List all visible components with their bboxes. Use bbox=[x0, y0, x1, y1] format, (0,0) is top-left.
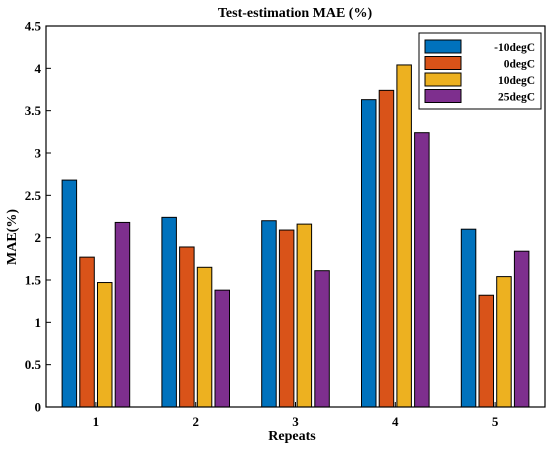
y-axis-label: MAE(%) bbox=[5, 209, 20, 265]
y-tick-label: 2.5 bbox=[25, 188, 42, 203]
bar--10degC-4 bbox=[361, 99, 377, 408]
bar-10degC-1 bbox=[97, 282, 113, 408]
legend: -10degC 0degC 10degC 25degC bbox=[418, 32, 542, 110]
legend-label-25degC: 25degC bbox=[498, 92, 535, 104]
bar-0degC-3 bbox=[278, 229, 295, 408]
bar-0degC-4 bbox=[378, 89, 395, 408]
bar-10degC-4 bbox=[396, 64, 412, 408]
bar-0degC-2 bbox=[179, 246, 195, 408]
legend-label-0degC: 0degC bbox=[504, 59, 535, 71]
bar-25degC-5 bbox=[513, 250, 530, 408]
bar-10degC-2 bbox=[196, 266, 213, 408]
legend-label-10degC: 10degC bbox=[498, 75, 535, 87]
y-tick-label: 0 bbox=[35, 400, 42, 415]
legend-swatch-0degC bbox=[424, 56, 462, 70]
y-tick-label: 4.5 bbox=[25, 19, 42, 34]
x-tick-label: 3 bbox=[292, 414, 299, 429]
ticks-layer: 1 2 3 4 5 0 0.5 1 1.5 2 2.5 3 3.5 4 4.5 bbox=[25, 19, 499, 430]
bar--10degC-1 bbox=[61, 179, 78, 408]
legend-swatch-10degC bbox=[424, 72, 462, 87]
legend-swatch--10degC bbox=[424, 39, 462, 54]
bar-0degC-5 bbox=[478, 294, 494, 408]
x-tick-label: 1 bbox=[93, 414, 100, 429]
bar-10degC-3 bbox=[296, 223, 313, 408]
bar-25degC-2 bbox=[214, 289, 230, 408]
chart-title: Test-estimation MAE (%) bbox=[218, 6, 373, 21]
y-tick-label: 1 bbox=[35, 315, 42, 330]
bar-25degC-3 bbox=[314, 270, 330, 408]
x-tick-label: 5 bbox=[492, 414, 499, 429]
bar-25degC-4 bbox=[414, 132, 430, 408]
y-tick-label: 3.5 bbox=[25, 103, 42, 118]
bar--10degC-2 bbox=[161, 216, 177, 408]
bars-layer bbox=[61, 64, 530, 408]
plot-frame bbox=[45, 25, 546, 408]
bar--10degC-5 bbox=[460, 228, 477, 408]
bar-10degC-5 bbox=[496, 276, 512, 408]
y-tick-label: 1.5 bbox=[25, 273, 42, 288]
bar-0degC-1 bbox=[79, 256, 95, 408]
y-tick-label: 2 bbox=[35, 230, 42, 245]
legend-label--10degC: -10degC bbox=[494, 42, 535, 54]
y-tick-label: 0.5 bbox=[25, 357, 42, 372]
x-tick-label: 2 bbox=[192, 414, 199, 429]
legend-swatch-25degC bbox=[424, 89, 462, 103]
y-tick-label: 4 bbox=[35, 61, 42, 76]
x-tick-label: 4 bbox=[392, 414, 399, 429]
bar-25degC-1 bbox=[114, 221, 131, 408]
y-tick-label: 3 bbox=[35, 146, 42, 161]
bar--10degC-3 bbox=[261, 220, 277, 408]
x-axis-label: Repeats bbox=[268, 429, 316, 444]
